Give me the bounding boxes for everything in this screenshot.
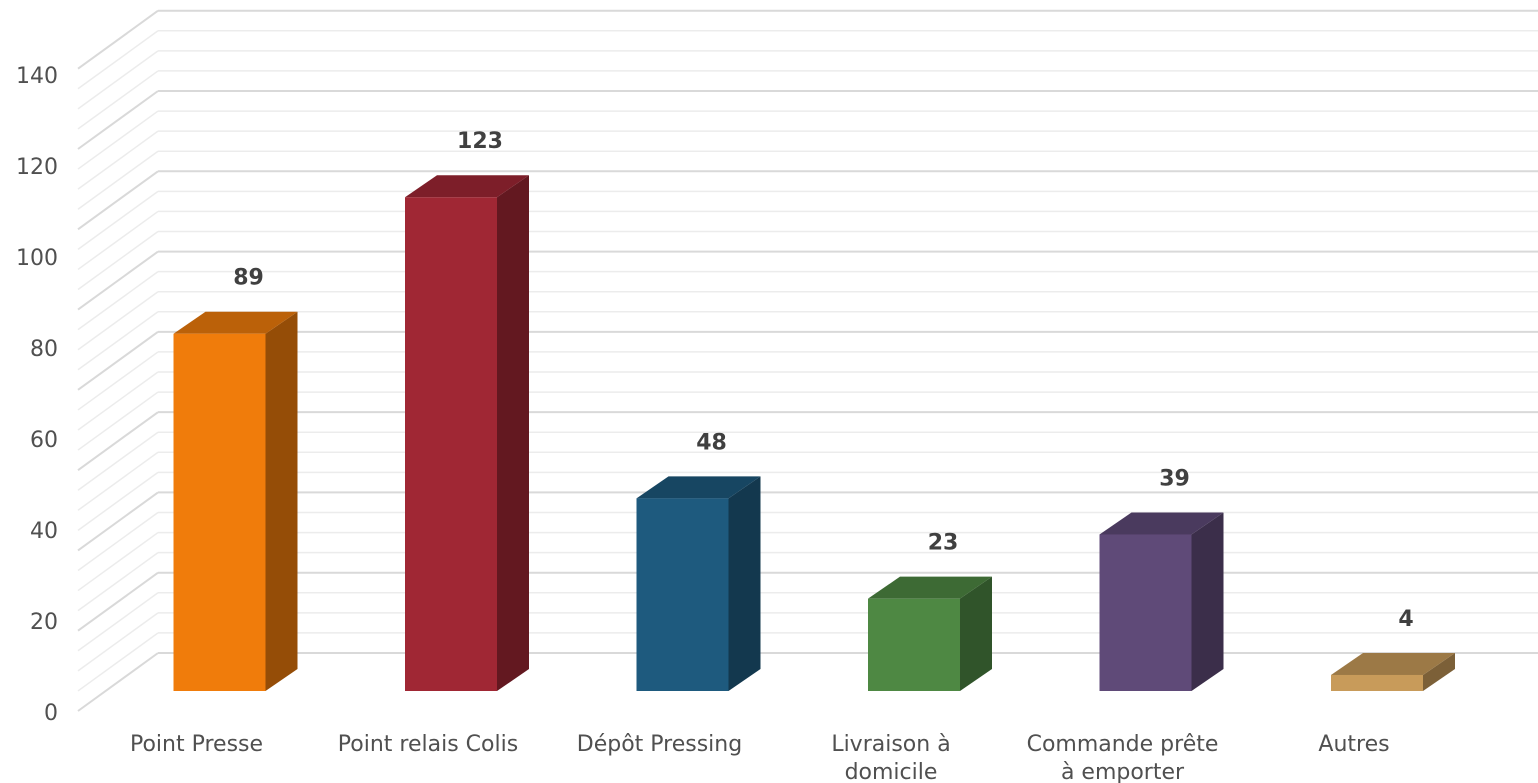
bar	[173, 311, 298, 691]
side-gridline-minor	[77, 130, 159, 190]
side-gridline-minor	[77, 30, 159, 90]
category-label: Livraison à domicile	[831, 732, 950, 783]
side-gridline-major	[77, 170, 159, 231]
y-tick-label: 120	[16, 155, 58, 180]
y-tick-label: 40	[30, 519, 58, 544]
y-tick-label: 60	[30, 428, 58, 453]
y-tick-label: 140	[16, 64, 58, 89]
bar	[405, 175, 529, 691]
side-gridline-minor	[77, 110, 159, 170]
side-gridline-minor	[77, 150, 159, 210]
side-gridline-major	[77, 90, 159, 150]
bar	[1099, 512, 1224, 691]
bar-side	[497, 175, 529, 691]
y-tick-label: 80	[30, 337, 58, 362]
y-tick-label: 100	[16, 246, 58, 271]
y-axis: 0 20 40 60 80 100 120 140	[16, 64, 58, 726]
side-gridline-minor	[77, 291, 159, 351]
bar-front	[173, 333, 266, 691]
x-axis: Point Presse Point relais Colis Dépôt Pres…	[130, 732, 1390, 783]
bar-front	[636, 498, 729, 691]
bar	[868, 576, 992, 691]
data-label: 4	[1398, 607, 1413, 632]
side-gridline-major	[77, 491, 159, 552]
data-label: 39	[1159, 466, 1190, 491]
bar-side	[1191, 512, 1224, 691]
bar-front	[1099, 534, 1192, 691]
side-gridline-minor	[77, 451, 159, 511]
side-gridline-minor	[77, 391, 159, 451]
side-gridline-minor	[77, 531, 159, 592]
bar-front	[405, 197, 497, 691]
bar-side	[1423, 652, 1455, 691]
side-gridline-minor	[77, 230, 159, 291]
gridlines	[77, 9, 1538, 712]
bar-side	[265, 311, 298, 691]
bar-top	[405, 175, 529, 198]
side-gridline-minor	[77, 612, 159, 672]
side-gridline-minor	[77, 592, 159, 652]
side-gridline-major	[77, 331, 159, 391]
side-gridline-major	[77, 571, 159, 632]
category-label: Point Presse	[130, 732, 263, 757]
side-gridline-minor	[77, 50, 159, 110]
side-gridline-minor	[77, 471, 159, 531]
bars	[173, 175, 1455, 691]
bar-top	[173, 311, 298, 334]
bar	[636, 476, 761, 691]
side-gridline-major	[77, 9, 159, 70]
bar-side	[728, 476, 761, 691]
side-gridline-minor	[77, 632, 159, 692]
side-gridline-minor	[77, 70, 159, 130]
side-gridline-minor	[77, 210, 159, 271]
bar-top	[1331, 652, 1455, 675]
side-gridline-major	[77, 250, 159, 311]
category-label: Point relais Colis	[338, 732, 518, 757]
bar-top	[636, 476, 761, 499]
bar-top	[868, 576, 992, 599]
data-label: 123	[457, 129, 503, 154]
bar-side	[960, 576, 992, 691]
category-label: Commande prête à emporter	[1027, 732, 1219, 783]
side-gridline-minor	[77, 371, 159, 431]
side-gridline-minor	[77, 552, 159, 612]
bar-front	[868, 598, 960, 691]
side-gridline-minor	[77, 271, 159, 331]
bar	[1331, 652, 1455, 691]
side-gridline-major	[77, 411, 159, 471]
side-gridline-minor	[77, 511, 159, 572]
side-gridline-minor	[77, 351, 159, 411]
category-label: Autres	[1318, 732, 1389, 757]
data-label: 23	[928, 531, 959, 556]
bar-top	[1099, 512, 1224, 535]
y-tick-label: 0	[44, 701, 58, 726]
category-label: Dépôt Pressing	[577, 732, 742, 757]
side-gridline-minor	[77, 190, 159, 250]
y-tick-label: 20	[30, 610, 58, 635]
data-labels: 89 123 48 23 39 4	[233, 129, 1413, 632]
data-label: 89	[233, 266, 264, 291]
bar-front	[1331, 674, 1423, 691]
side-gridline-minor	[77, 311, 159, 371]
side-gridline-minor	[77, 431, 159, 491]
side-gridline-major	[77, 652, 159, 712]
data-label: 48	[696, 430, 727, 455]
